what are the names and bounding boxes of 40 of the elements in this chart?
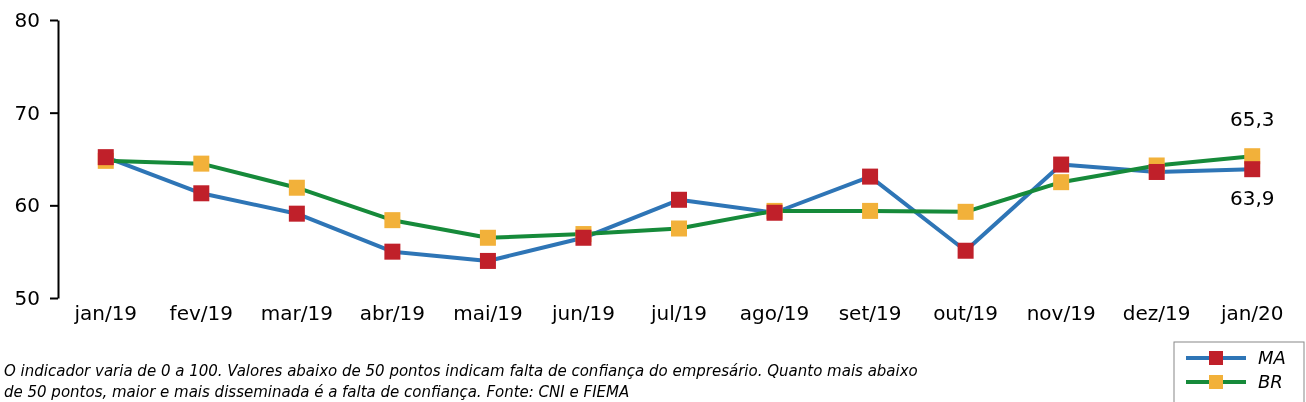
point	[479, 252, 496, 269]
point	[384, 243, 401, 260]
text: O indicador varia de 0 a 100. Valores abaixo de 50 pontos indicam falta de confiança do empresário. Quanto mais abaixo de 50 pontos, maior e mais disseminada é a falta de confiança. Fonte: CNI e FIEMA	[4, 362, 918, 401]
x-tick-label: dez/19	[1122, 301, 1191, 325]
legend-label: MA	[1258, 347, 1286, 369]
point	[957, 242, 974, 259]
y-tick-label: 50	[14, 285, 40, 310]
point	[1053, 156, 1070, 173]
point	[193, 185, 210, 202]
point	[288, 205, 305, 222]
point	[479, 229, 496, 246]
point	[384, 212, 401, 229]
point	[1244, 161, 1261, 178]
point	[671, 191, 687, 208]
x-tick-label: jan/20	[1219, 301, 1284, 325]
data-label: 63,9	[1229, 186, 1275, 211]
point	[1148, 163, 1165, 180]
x-tick-label: out/19	[933, 301, 999, 325]
y-tick-label: 80	[14, 7, 40, 32]
x-tick-label: jun/19	[550, 301, 616, 325]
legend-label: BR	[1258, 371, 1283, 393]
point	[288, 179, 305, 196]
x-tick-label: mai/19	[453, 301, 523, 325]
y-tick-label: 70	[14, 100, 40, 125]
x-tick-label: abr/19	[359, 301, 426, 325]
point	[862, 202, 879, 219]
x-tick-label: fev/19	[169, 301, 233, 325]
data-label: 65,3	[1229, 107, 1275, 132]
point	[862, 168, 879, 185]
x-tick-label: jan/19	[73, 301, 138, 325]
y-tick-label: 60	[14, 193, 40, 218]
point	[1053, 174, 1070, 191]
x-tick-label: jul/19	[650, 301, 707, 325]
x-tick-label: nov/19	[1026, 301, 1096, 325]
point	[671, 220, 687, 237]
x-tick-label: set/19	[838, 301, 902, 325]
point	[193, 155, 210, 172]
x-tick-label: mar/19	[260, 301, 333, 325]
x-tick-label: ago/19	[739, 301, 810, 325]
point	[957, 203, 974, 220]
